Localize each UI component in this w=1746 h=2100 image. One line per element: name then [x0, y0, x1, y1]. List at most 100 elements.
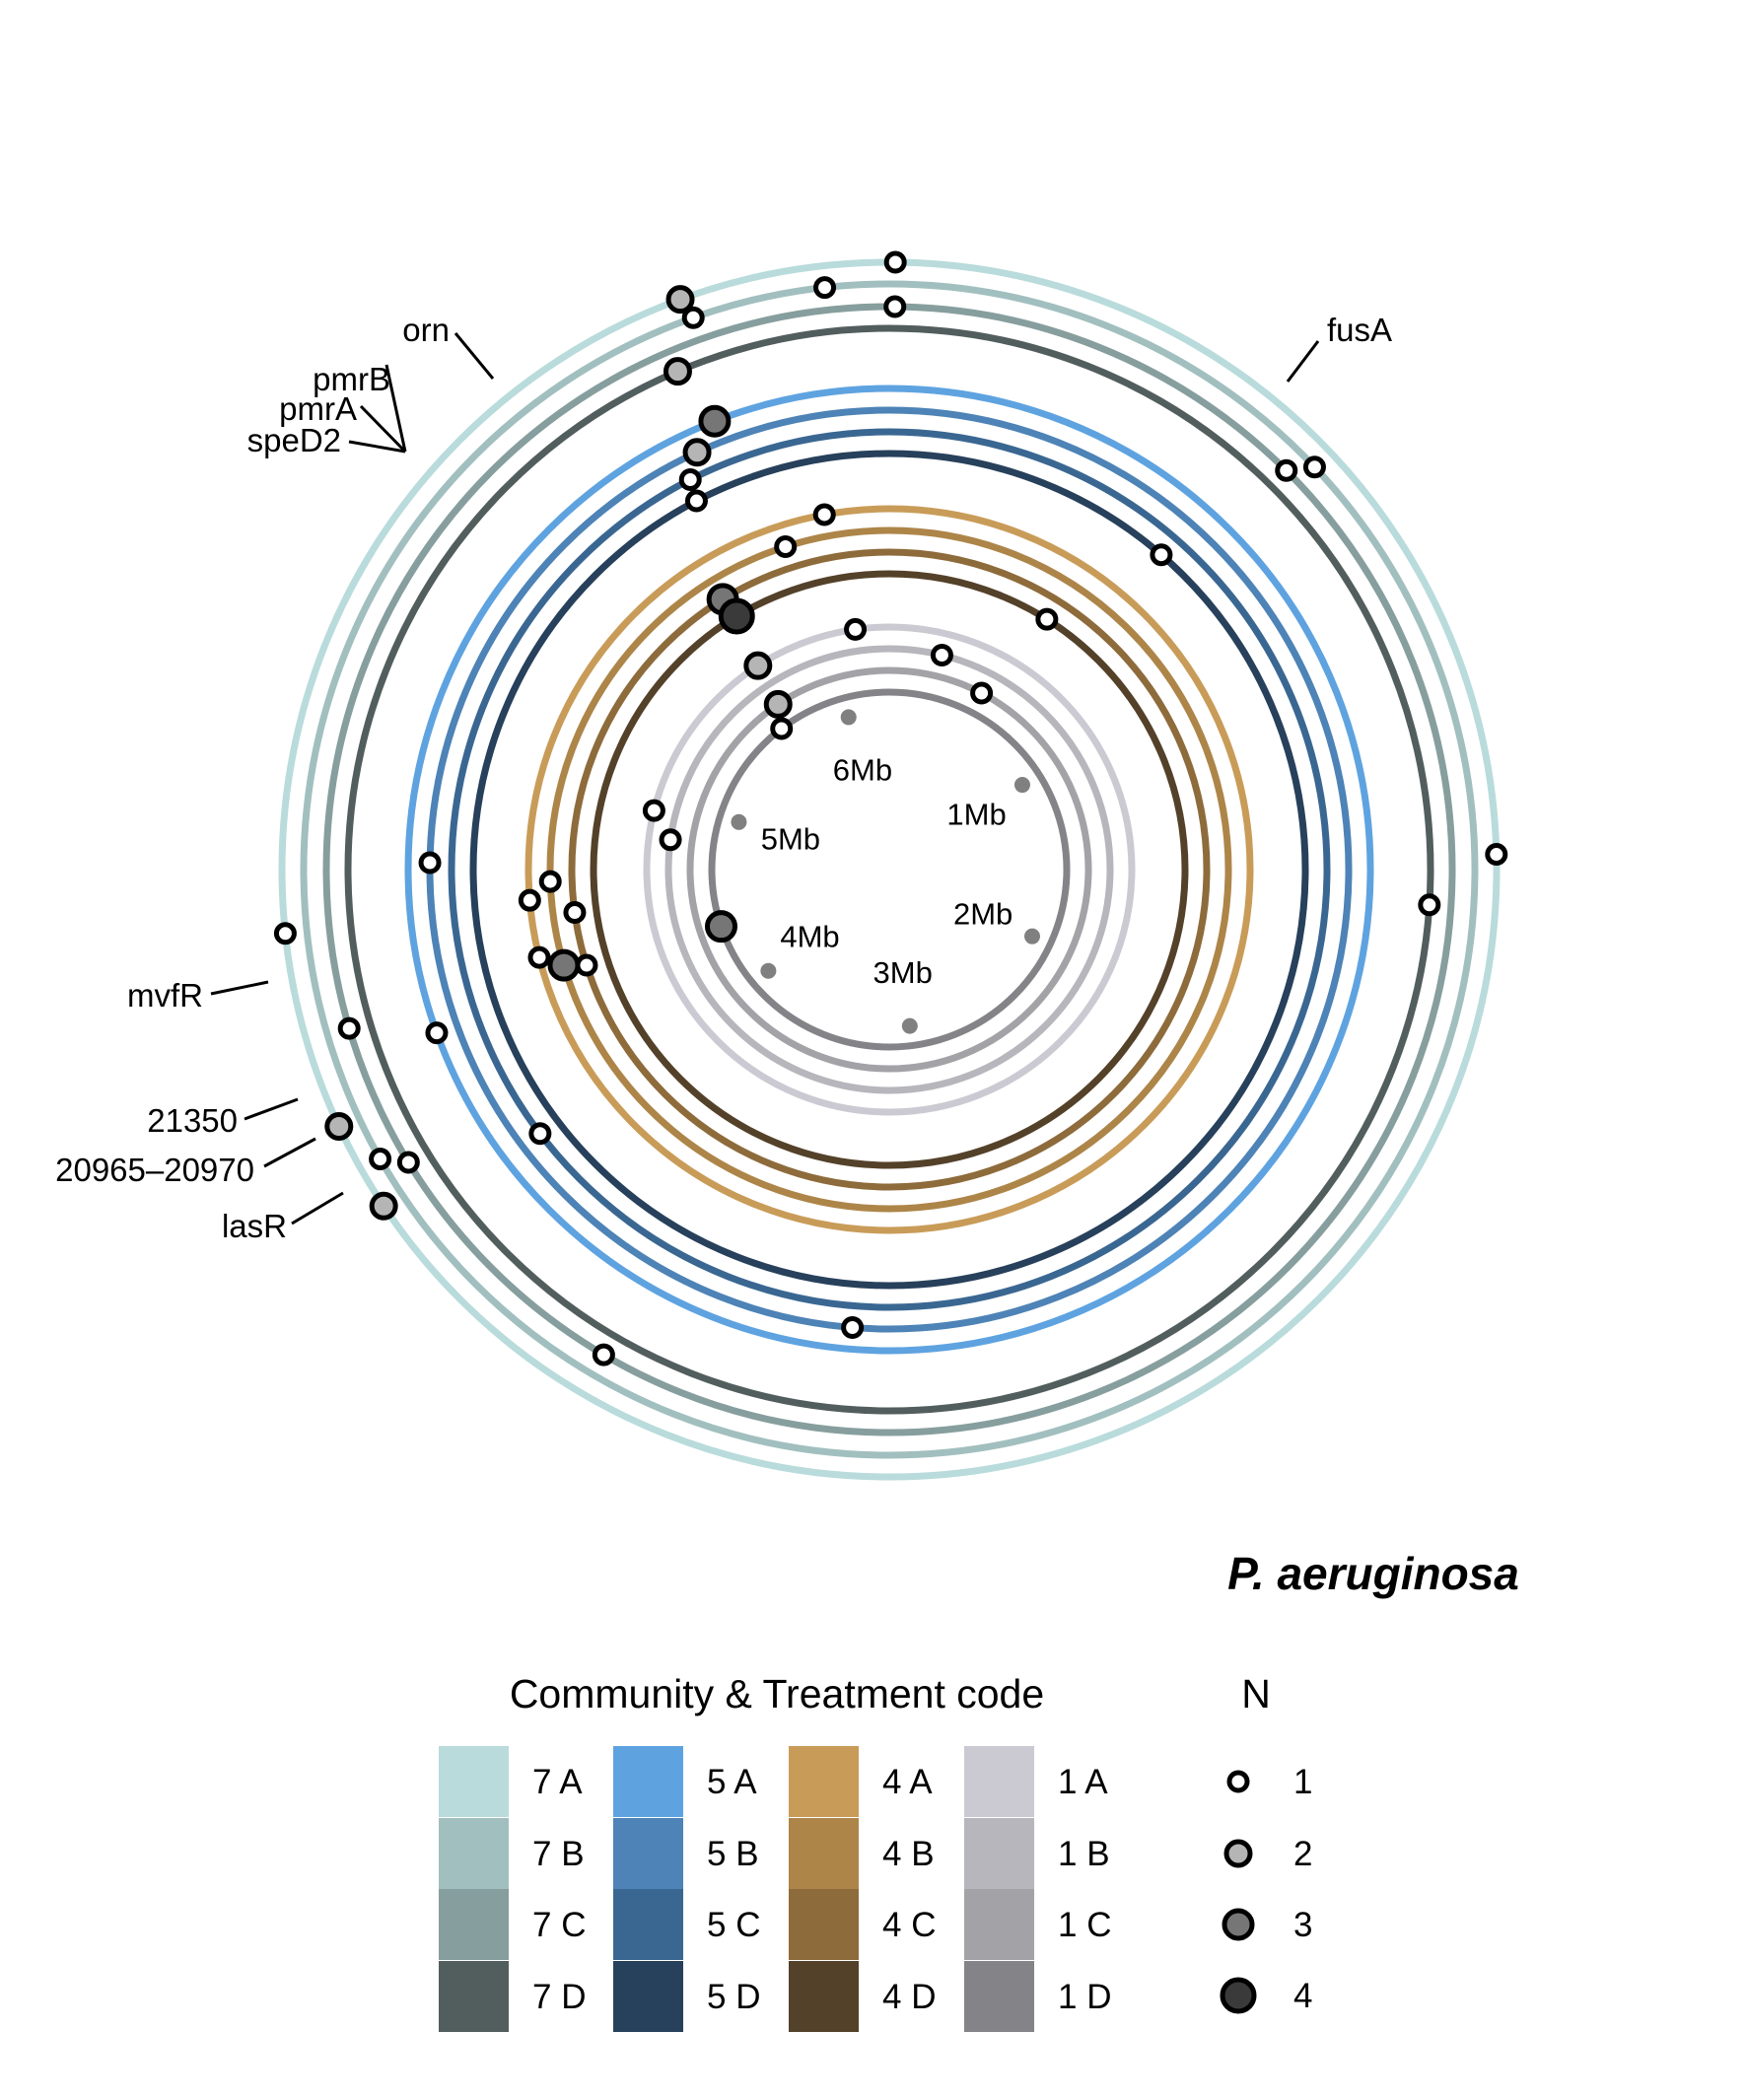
mutation-point-4-a-27 [518, 888, 541, 912]
gene-leader-pmra [359, 404, 407, 454]
legend-swatch-7-d [439, 1961, 509, 2032]
mutation-point-5-c-22 [678, 467, 702, 491]
tick-dot-3mb [901, 1017, 918, 1034]
mutation-point-7-c-13 [396, 1151, 420, 1174]
legend-swatch-1-a [964, 1746, 1034, 1817]
mutation-point-7-c-12 [337, 1016, 361, 1040]
mutation-point-1-b-41 [659, 828, 682, 852]
legend-swatch-5-a [613, 1746, 683, 1817]
legend-label-7-b: 7 B [532, 1835, 585, 1873]
gene-leader-pmrb [384, 364, 407, 453]
gene-leader-20965-20970 [263, 1137, 316, 1168]
legend-label-7-d: 7 D [532, 1978, 586, 2016]
mutation-point-7-a-1 [665, 285, 695, 315]
ring-4-c [568, 548, 1211, 1191]
tick-label-2mb: 2Mb [953, 896, 1013, 931]
size-legend: 1 2 3 4 [1220, 1763, 1312, 2015]
mutation-point-1-a-37 [844, 617, 868, 641]
ring-4-a [524, 505, 1254, 1234]
mutation-point-1-d-44 [770, 717, 794, 740]
ring-5-d [469, 450, 1309, 1290]
gene-leader-fusa [1286, 340, 1320, 383]
tick-dot-6mb [840, 709, 857, 726]
mutation-point-1-d-45 [704, 910, 737, 944]
mutation-point-1-c-43 [970, 681, 994, 705]
mutation-point-1-b-40 [930, 643, 953, 666]
mutation-point-7-d-16 [1418, 893, 1441, 917]
legend-swatch-4-a [789, 1746, 859, 1817]
mutation-point-4-a-26 [812, 503, 836, 526]
gene-leader-orn [454, 332, 495, 380]
legend-swatch-7-a [439, 1746, 509, 1817]
tick-dot-2mb [1023, 928, 1040, 945]
tick-label-3mb: 3Mb [873, 955, 933, 990]
mutation-point-7-d-15 [663, 357, 692, 386]
mutation-point-7-b-6 [813, 276, 837, 300]
size-legend-label-2: 2 [1293, 1835, 1312, 1873]
gene-label-pmrb: pmrB [313, 361, 390, 397]
legend-swatch-5-c [613, 1889, 683, 1960]
gene-label-lasr: lasR [222, 1208, 287, 1244]
gene-label-sped2: speD2 [247, 422, 341, 458]
mutation-point-7-b-8 [1302, 455, 1326, 479]
gene-label-fusa: fusA [1327, 312, 1392, 348]
legend-label-5-a: 5 A [707, 1763, 757, 1801]
legend-swatch-5-d [613, 1961, 683, 2032]
legend-label-4-c: 4 C [882, 1906, 936, 1944]
legend-label-4-a: 4 A [882, 1763, 933, 1801]
tick-label-1mb: 1Mb [946, 798, 1006, 832]
mutation-point-7-a-0 [883, 250, 907, 274]
tick-label-5mb: 5Mb [761, 821, 820, 856]
legend-label-1-a: 1 A [1058, 1763, 1108, 1801]
mutation-point-7-a-4 [369, 1191, 398, 1221]
mutation-point-5-b-21 [841, 1315, 865, 1339]
mutation-point-1-a-38 [743, 651, 773, 680]
gene-label-20965-20970: 20965–20970 [55, 1152, 254, 1188]
ring-5-c [448, 428, 1331, 1311]
mutation-point-5-b-20 [418, 851, 442, 875]
tick-label-6mb: 6Mb [833, 753, 892, 788]
rings-layer [278, 258, 1501, 1481]
mutation-point-7-c-14 [592, 1343, 615, 1366]
mutation-point-5-a-18 [425, 1021, 449, 1045]
mutation-point-4-b-30 [538, 870, 562, 893]
ring-1-b [664, 645, 1114, 1094]
legend-label-1-c: 1 C [1058, 1906, 1111, 1944]
legend-swatch-4-c [789, 1889, 859, 1960]
legend-swatch-1-d [964, 1961, 1034, 2032]
tick-label-4mb: 4Mb [780, 919, 839, 953]
ring-7-b [300, 280, 1479, 1459]
size-legend-marker-4 [1220, 1977, 1257, 2014]
legend-swatch-4-b [789, 1818, 859, 1889]
gene-leader-sped2 [348, 440, 406, 454]
ring-1-a [643, 623, 1136, 1116]
size-legend-label-4: 4 [1293, 1977, 1312, 2015]
mutation-point-5-c-23 [528, 1122, 552, 1146]
tick-dot-1mb [1013, 777, 1030, 794]
size-legend-marker-2 [1223, 1839, 1253, 1868]
mutation-point-7-c-11 [1275, 458, 1298, 482]
ring-4-d [590, 570, 1189, 1169]
mutation-point-4-b-29 [774, 535, 798, 559]
size-legend-marker-1 [1226, 1770, 1250, 1793]
color-legend: 7 A 7 B 7 C 7 D 5 A 5 B 5 C 5 D 4 A 4 B 4 C 4 D 1 A 1… [439, 1746, 1111, 2032]
legend-label-5-b: 5 B [707, 1835, 759, 1873]
legend-swatch-4-d [789, 1961, 859, 2032]
legend-swatch-5-b [613, 1818, 683, 1889]
legend-swatch-1-b [964, 1818, 1034, 1889]
tick-dot-5mb [731, 813, 747, 830]
mutation-points-layer [273, 250, 1508, 1366]
color-legend-title: Community & Treatment code [510, 1671, 1044, 1716]
size-legend-label-1: 1 [1293, 1763, 1312, 1801]
mutation-point-5-d-24 [684, 489, 708, 513]
gene-label-21350: 21350 [147, 1102, 238, 1139]
mutation-point-5-b-19 [682, 438, 712, 467]
gene-label-pmra: pmrA [279, 390, 357, 427]
legend-label-7-a: 7 A [532, 1763, 583, 1801]
ring-7-a [278, 258, 1501, 1481]
mutation-point-1-a-39 [642, 799, 665, 822]
gene-leader-mvfr [210, 980, 269, 996]
mutation-point-7-b-9 [369, 1148, 392, 1171]
